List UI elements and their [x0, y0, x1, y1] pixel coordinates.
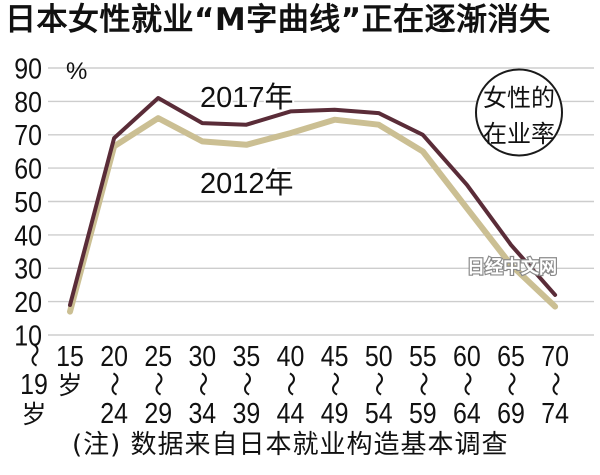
- x-tick-label: 54: [365, 397, 393, 429]
- y-tick-label: 20: [14, 286, 42, 318]
- y-unit-label: %: [66, 58, 87, 85]
- x-tick-label: 45: [321, 340, 349, 372]
- badge-line-1: 女性的: [483, 84, 555, 112]
- x-tick-label: 69: [497, 397, 525, 429]
- x-tick-label: 49: [321, 397, 349, 429]
- x-tick-label: 25: [144, 340, 172, 372]
- x-tick-label: 44: [277, 397, 305, 429]
- x-tick-label: 〜: [232, 371, 261, 396]
- x-tick-label: 〜: [188, 371, 217, 396]
- series-line-2012: [67, 115, 559, 315]
- series-line-2017: [68, 96, 558, 307]
- badge-line-2: 在业率: [483, 120, 555, 148]
- y-tick-label: 30: [14, 253, 42, 285]
- x-tick-label: 岁: [21, 400, 46, 429]
- x-tick-label: 〜: [20, 342, 49, 367]
- x-tick-label: 35: [233, 340, 261, 372]
- x-tick-label: 40: [277, 340, 305, 372]
- x-tick-label: 70: [541, 340, 569, 372]
- x-tick-label: 65: [497, 340, 525, 372]
- y-tick-label: 50: [14, 186, 42, 218]
- chart-title: 日本女性就业“M字曲线”正在逐渐消失: [5, 2, 551, 38]
- x-tick-label: 岁: [57, 371, 82, 400]
- x-tick-label: 55: [409, 340, 437, 372]
- y-tick-label: 60: [14, 153, 42, 185]
- x-tick-label: 〜: [320, 371, 349, 396]
- x-tick-label: 59: [409, 397, 437, 429]
- series-label-2017: 2017年: [200, 81, 294, 114]
- x-tick-label: 〜: [408, 371, 437, 396]
- x-tick-label: 〜: [100, 371, 129, 396]
- x-tick-label: 〜: [497, 371, 526, 396]
- x-tick-label: 19: [20, 368, 48, 400]
- source-note: (注) 数据来自日本就业构造基本调查: [72, 430, 509, 460]
- x-tick-label: 34: [188, 397, 216, 429]
- y-tick-label: 70: [14, 119, 42, 151]
- x-tick-label: 29: [144, 397, 172, 429]
- x-tick-label: 50: [365, 340, 393, 372]
- x-tick-label: 〜: [364, 371, 393, 396]
- gridlines: [48, 67, 594, 336]
- y-tick-label: 80: [14, 86, 42, 118]
- x-tick-label: 30: [188, 340, 216, 372]
- y-tick-label: 90: [14, 53, 42, 85]
- x-tick-label: 〜: [276, 371, 305, 396]
- x-tick-label: 74: [541, 397, 569, 429]
- x-tick-label: 64: [453, 397, 481, 429]
- y-tick-label: 10: [14, 320, 42, 352]
- x-tick-label: 〜: [144, 371, 173, 396]
- ylabel-badge: 女性的 在业率: [475, 68, 563, 157]
- x-tick-label: 24: [100, 397, 128, 429]
- x-tick-label: 39: [233, 397, 261, 429]
- x-tick-label: 60: [453, 340, 481, 372]
- series-lines: [67, 96, 559, 315]
- x-tick-label: 20: [100, 340, 128, 372]
- x-axis-ticks: 15岁〜19岁20〜2425〜2930〜3435〜3940〜4445〜4950〜…: [20, 340, 570, 429]
- x-tick-label: 〜: [452, 371, 481, 396]
- badge-circle: [475, 68, 563, 157]
- series-label-2012: 2012年: [200, 167, 294, 200]
- x-tick-label: 15: [56, 340, 84, 372]
- watermark: 日经中文网: [467, 256, 557, 278]
- y-tick-label: 40: [14, 220, 42, 252]
- x-tick-label: 〜: [541, 371, 570, 396]
